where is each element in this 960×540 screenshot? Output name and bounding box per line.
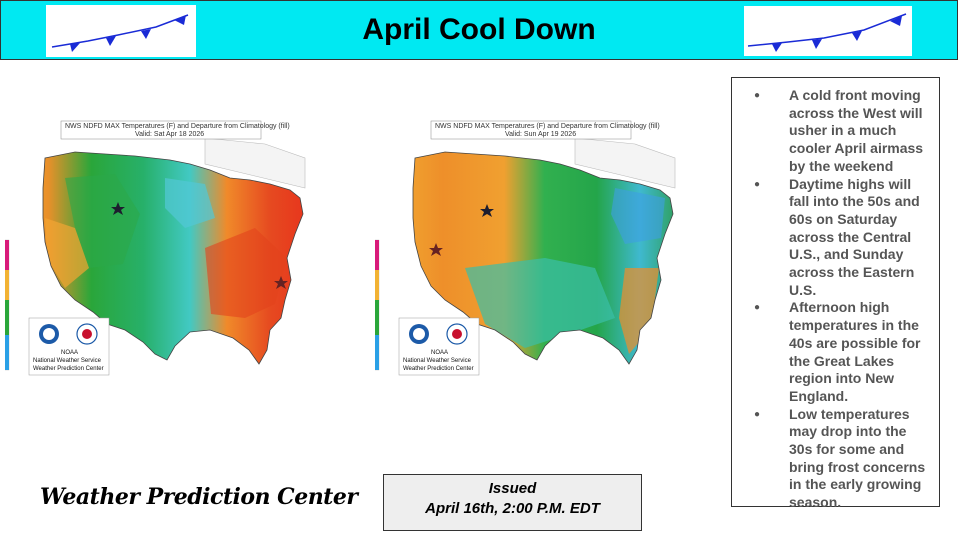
map-valid-date: Valid: Sat Apr 18 2026 <box>135 131 204 138</box>
wpc-label: Weather Prediction Center <box>403 366 474 372</box>
nws-label: National Weather Service <box>33 358 102 364</box>
cold-front-icon <box>46 5 196 57</box>
nws-label: National Weather Service <box>403 358 472 364</box>
map-title: NWS NDFD MAX Temperatures (F) and Depart… <box>65 123 290 130</box>
issued-time: April 16th, 2:00 P.M. EDT <box>425 500 600 517</box>
forecast-bullet-list: A cold front moving across the West will… <box>754 87 931 512</box>
header-banner: April Cool Down <box>0 0 958 60</box>
forecast-bullet: Daytime highs will fall into the 50s and… <box>754 176 931 300</box>
temperature-map-sunday: NWS NDFD MAX Temperatures (F) and Depart… <box>375 118 683 383</box>
wpc-label: Weather Prediction Center <box>33 366 104 372</box>
organization-name: Weather Prediction Center <box>40 484 358 510</box>
map-title: NWS NDFD MAX Temperatures (F) and Depart… <box>435 123 660 130</box>
forecast-bullet: A cold front moving across the West will… <box>754 87 931 176</box>
cold-front-icon <box>744 6 912 56</box>
map-valid-date: Valid: Sun Apr 19 2026 <box>505 131 576 138</box>
issued-label: Issued <box>488 480 537 497</box>
noaa-label: NOAA <box>61 350 78 356</box>
temperature-map-saturday: NWS NDFD MAX Temperatures (F) and Depart… <box>5 118 313 383</box>
page-title: April Cool Down <box>362 13 596 46</box>
issued-box: Issued April 16th, 2:00 P.M. EDT <box>383 474 642 531</box>
forecast-bullet: Afternoon high temperatures in the 40s a… <box>754 299 931 405</box>
forecast-summary-box: A cold front moving across the West will… <box>731 77 940 510</box>
forecast-bullet: Low temperatures may drop into the 30s f… <box>754 406 931 512</box>
noaa-label: NOAA <box>431 350 448 356</box>
